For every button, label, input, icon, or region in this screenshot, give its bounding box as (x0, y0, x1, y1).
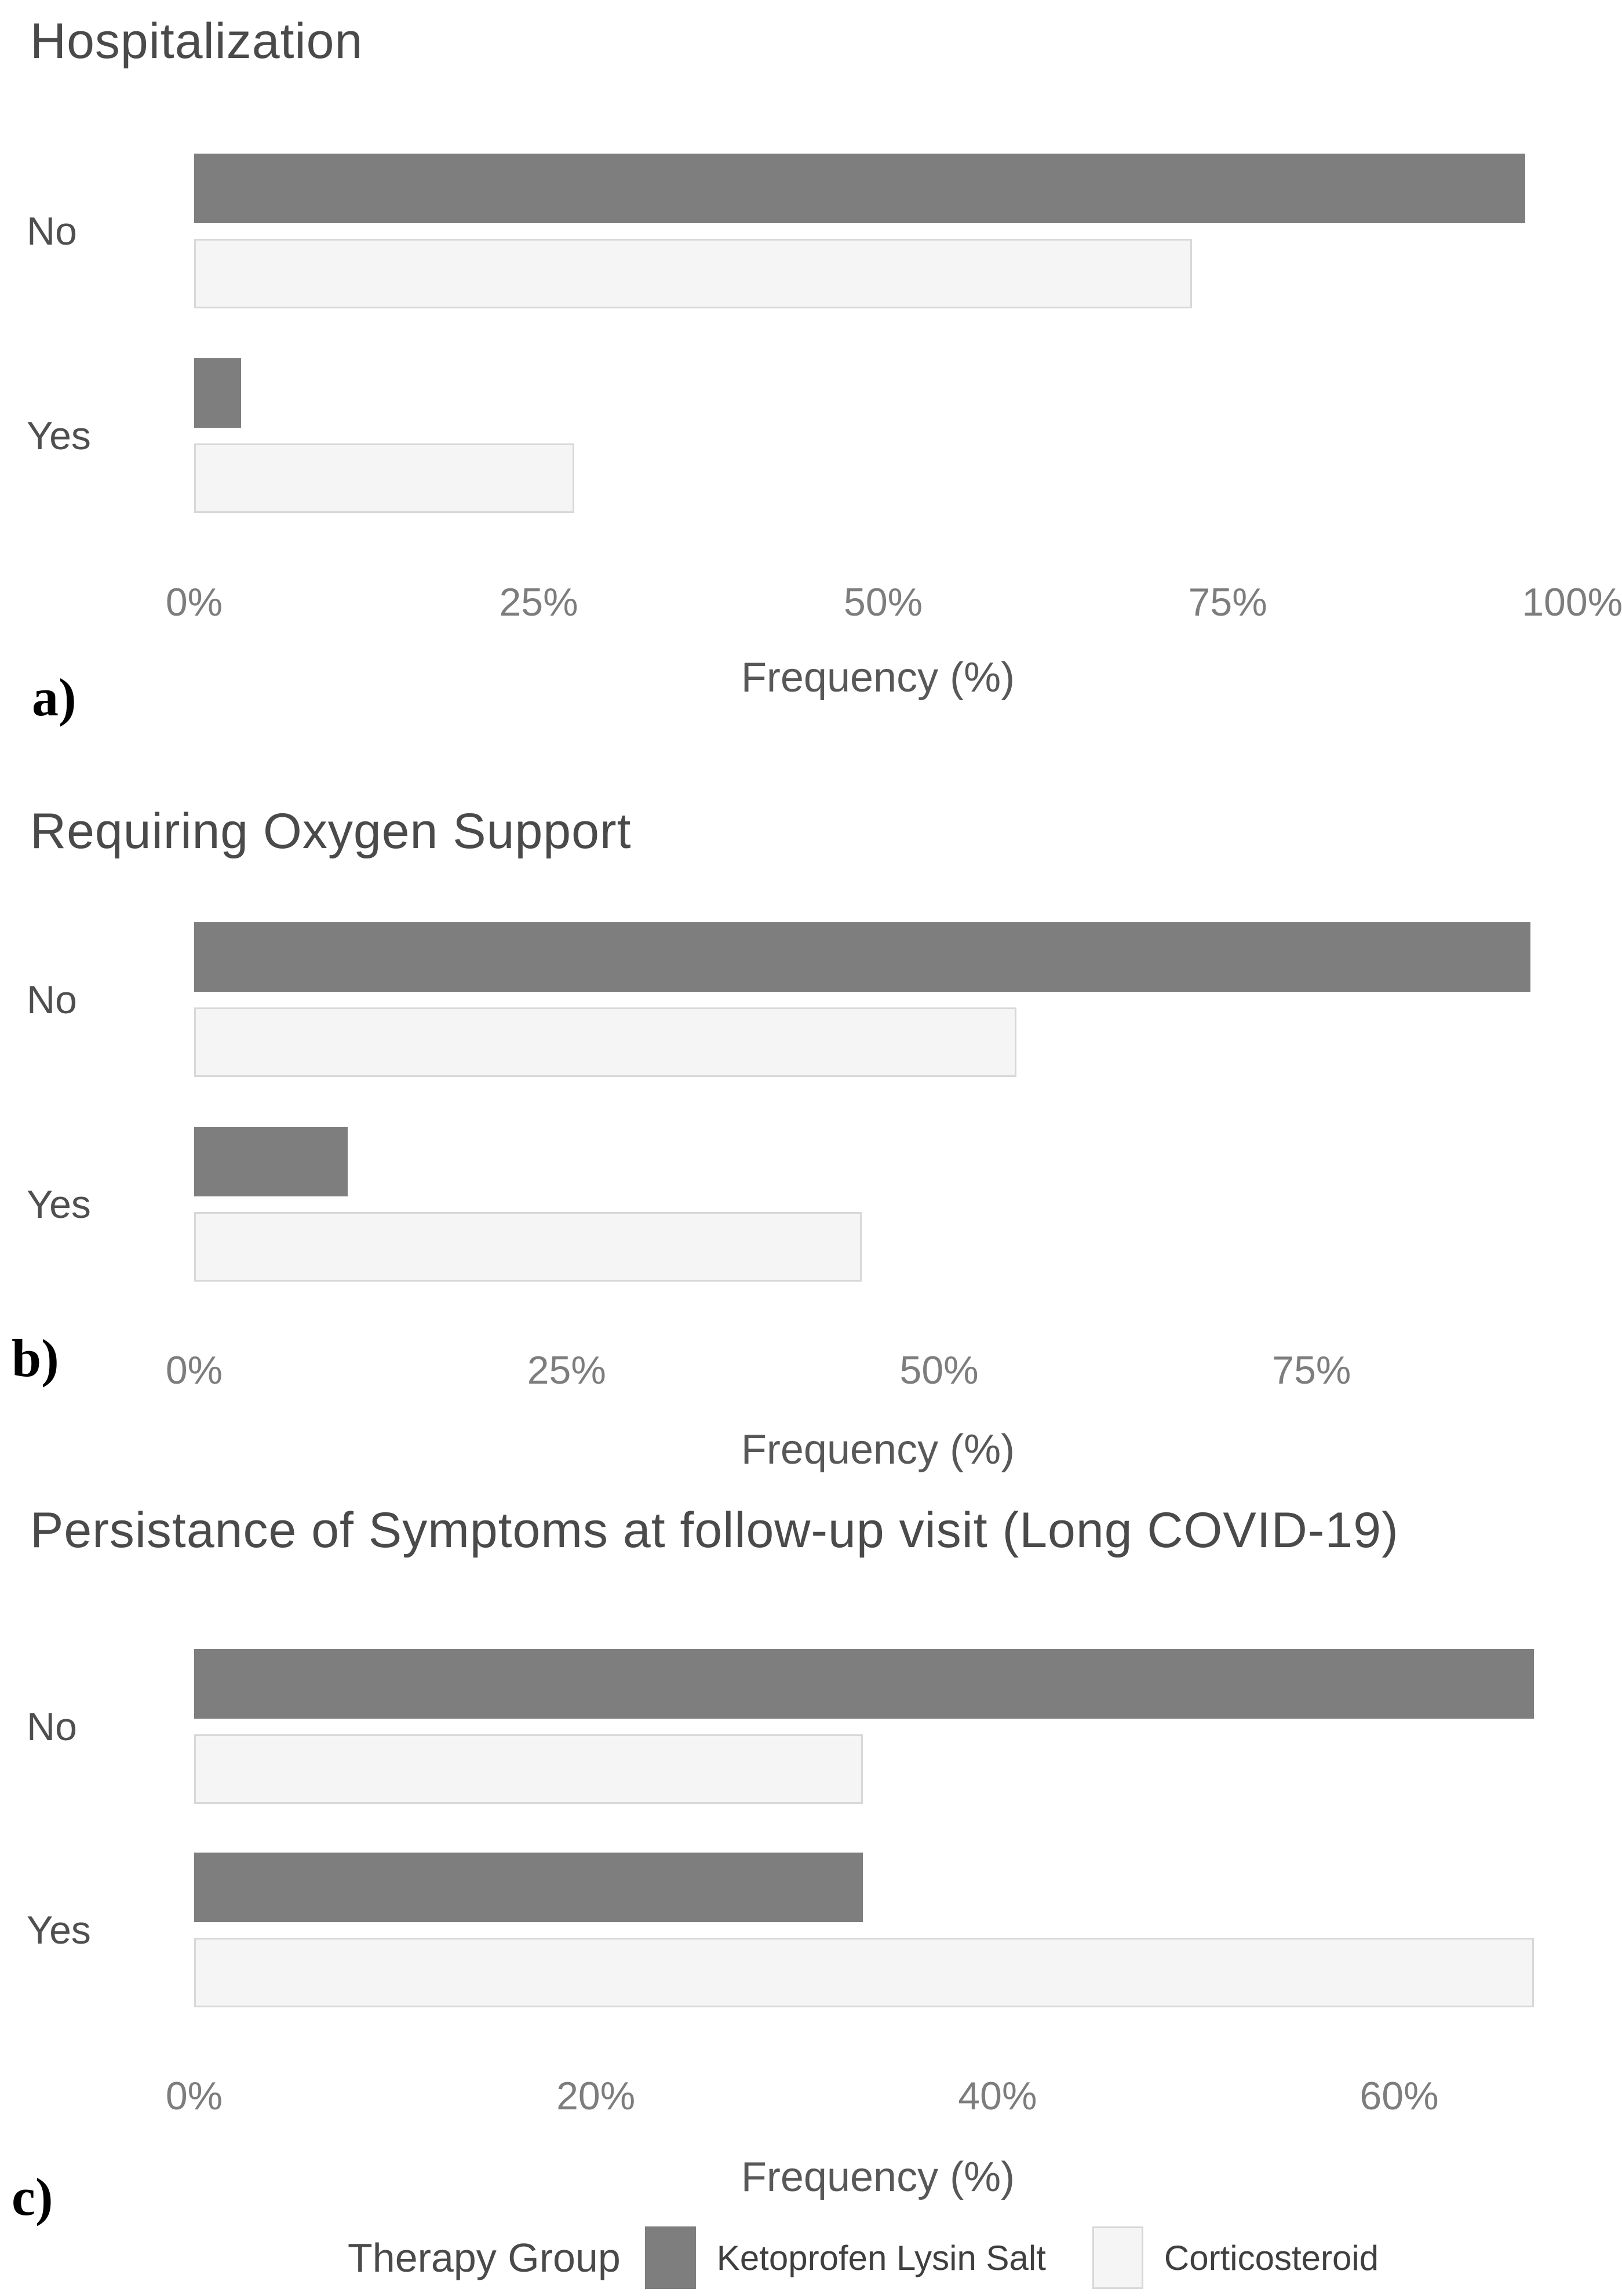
ketoprofen-swatch-icon (644, 2226, 696, 2289)
bar-ketoprofen-yes (194, 1127, 348, 1196)
bar-corticosteroid-no (194, 1007, 1016, 1077)
x-axis-tick-label: 0% (165, 580, 223, 624)
corticosteroid-swatch-icon (1092, 2226, 1143, 2289)
bar-corticosteroid-yes (194, 1212, 862, 1282)
x-axis-tick-label: 50% (899, 1348, 979, 1392)
x-axis-tick-label: 40% (958, 2074, 1037, 2118)
legend-item-corticosteroid: Corticosteroid (1164, 2238, 1379, 2277)
bar-ketoprofen-yes (194, 1853, 863, 1922)
category-label-no: No (27, 209, 77, 253)
x-axis-title: Frequency (%) (741, 2154, 1015, 2200)
bar-corticosteroid-no (194, 239, 1192, 308)
category-label-yes: Yes (27, 1182, 91, 1227)
bar-corticosteroid-no (194, 1734, 863, 1804)
panel-title: Hospitalization (30, 13, 363, 69)
panel-letter: c) (12, 2167, 53, 2226)
legend-item-ketoprofen: Ketoprofen Lysin Salt (716, 2238, 1046, 2277)
x-axis-tick-label: 25% (499, 580, 578, 624)
x-axis-tick-label: 0% (165, 1348, 223, 1392)
x-axis-tick-label: 50% (844, 580, 923, 624)
category-label-no: No (27, 977, 77, 1022)
x-axis-tick-label: 0% (165, 2074, 223, 2118)
x-axis-tick-label: 60% (1359, 2074, 1439, 2118)
bar-ketoprofen-no (194, 922, 1530, 992)
panel-title: Requiring Oxygen Support (30, 803, 632, 859)
category-label-yes: Yes (27, 413, 91, 458)
x-axis-tick-label: 100% (1522, 580, 1622, 624)
x-axis-tick-label: 75% (1272, 1348, 1351, 1392)
panel-letter: a) (32, 668, 76, 727)
bar-ketoprofen-yes (194, 358, 241, 428)
panel-letter: b) (12, 1329, 59, 1388)
x-axis-tick-label: 20% (556, 2074, 636, 2118)
panel-title: Persistance of Symptoms at follow-up vis… (30, 1502, 1399, 1558)
legend-title: Therapy Group (348, 2235, 621, 2280)
x-axis-tick-label: 25% (527, 1348, 606, 1392)
category-label-no: No (27, 1704, 77, 1749)
bar-ketoprofen-no (194, 1649, 1534, 1719)
therapy-group-legend: Therapy Group Ketoprofen Lysin Salt Cort… (348, 2223, 1379, 2293)
x-axis-tick-label: 75% (1188, 580, 1267, 624)
bar-corticosteroid-yes (194, 443, 574, 513)
bar-ketoprofen-no (194, 154, 1525, 223)
category-label-yes: Yes (27, 1908, 91, 1952)
bar-corticosteroid-yes (194, 1938, 1534, 2007)
x-axis-title: Frequency (%) (741, 654, 1015, 701)
x-axis-title: Frequency (%) (741, 1427, 1015, 1473)
